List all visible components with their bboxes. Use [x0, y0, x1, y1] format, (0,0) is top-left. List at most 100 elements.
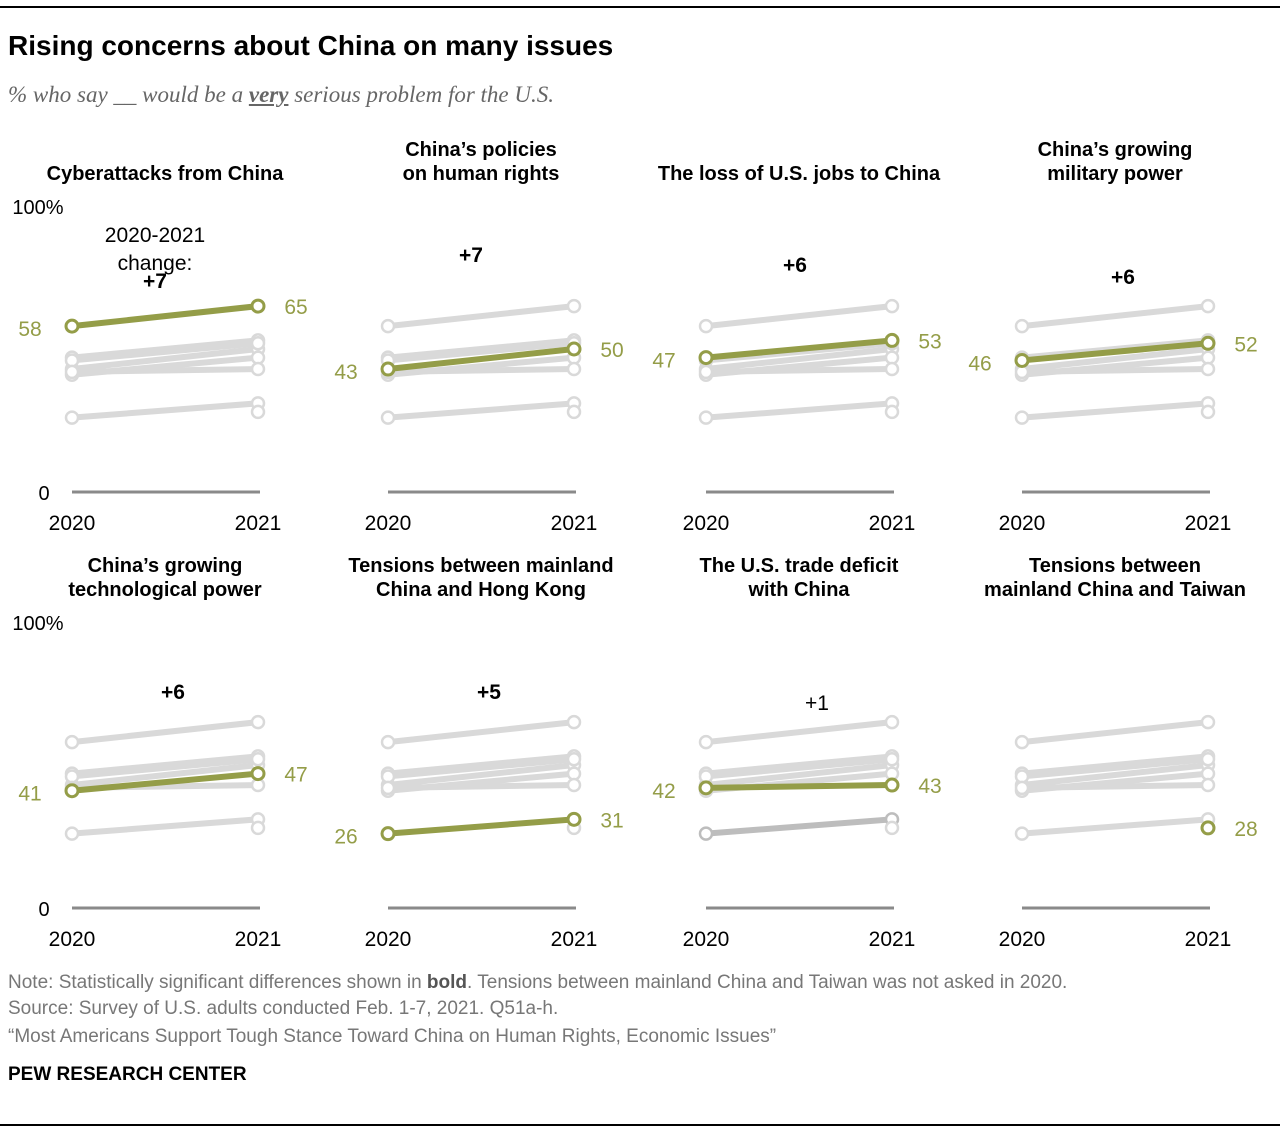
change-label: +6: [161, 681, 185, 704]
highlight-point-2020: [698, 350, 714, 366]
context-point: [64, 410, 80, 425]
data-label-2020: 41: [18, 783, 41, 806]
context-point: [1014, 410, 1030, 425]
x-tick-label: 2020: [49, 512, 96, 535]
context-point: [380, 410, 396, 425]
context-point: [250, 820, 266, 836]
panel-title: mainland China and Taiwan: [984, 579, 1246, 601]
data-label-2020: 42: [652, 780, 675, 803]
x-tick-label: 2021: [869, 512, 916, 535]
context-line: [387, 762, 575, 789]
context-point: [250, 336, 266, 351]
highlight-point-2021: [1200, 820, 1216, 836]
x-tick-label: 2021: [869, 928, 916, 951]
x-tick-label: 2020: [683, 928, 730, 951]
context-line: [1021, 756, 1209, 780]
panel-title: The U.S. trade deficit: [700, 555, 899, 577]
context-point: [1200, 752, 1216, 767]
context-point: [566, 752, 582, 767]
context-point: [1014, 734, 1030, 750]
context-point: [698, 734, 714, 750]
context-point: [1014, 826, 1030, 841]
data-label-2020: 47: [652, 350, 675, 373]
context-line: [71, 340, 259, 364]
highlight-point-2020: [64, 783, 80, 799]
context-line: [1021, 782, 1209, 791]
context-point: [566, 404, 582, 420]
context-line: [387, 719, 575, 746]
x-tick-label: 2020: [683, 512, 730, 535]
context-line: [71, 366, 259, 375]
highlight-line: [71, 770, 259, 794]
context-line: [1021, 719, 1209, 746]
subtitle-emphasis: very: [248, 82, 289, 107]
context-point: [64, 734, 80, 750]
data-label-2021: 53: [918, 330, 941, 353]
context-line: [71, 719, 259, 746]
context-line: [71, 762, 259, 789]
x-tick-label: 2021: [551, 928, 598, 951]
context-point: [884, 752, 900, 767]
context-point: [250, 404, 266, 420]
data-label-2021: 47: [284, 764, 307, 787]
x-tick-label: 2021: [551, 512, 598, 535]
x-tick-label: 2020: [365, 928, 412, 951]
highlight-point-2021: [566, 811, 582, 827]
context-point: [64, 826, 80, 841]
context-point: [566, 298, 582, 314]
x-tick-label: 2020: [365, 512, 412, 535]
context-point: [884, 361, 900, 377]
highlight-point-2021: [250, 766, 266, 782]
data-label-2020: 43: [334, 361, 357, 384]
change-label: +7: [459, 244, 483, 267]
x-tick-label: 2021: [1185, 512, 1232, 535]
change-label: +6: [783, 254, 807, 277]
context-point: [380, 734, 396, 750]
subtitle-text: % who say __ would be a: [8, 82, 249, 107]
change-label: +1: [805, 692, 829, 715]
data-label-2021: 28: [1234, 818, 1257, 841]
highlight-point-2021: [250, 298, 266, 314]
x-tick-label: 2021: [235, 512, 282, 535]
y-tick-label-bottom: 0: [38, 483, 49, 505]
context-point: [884, 714, 900, 730]
data-label-2021: 65: [284, 296, 307, 319]
change-label: +6: [1111, 266, 1135, 289]
context-line: [387, 303, 575, 330]
note-bold: bold: [426, 972, 468, 993]
change-label: +5: [477, 681, 501, 704]
x-tick-label: 2021: [1185, 928, 1232, 951]
context-point: [1200, 298, 1216, 314]
panel-title: Tensions between: [1029, 555, 1201, 577]
context-point: [380, 318, 396, 334]
change-label: +7: [143, 270, 167, 293]
context-line: [387, 366, 575, 375]
context-point: [250, 361, 266, 377]
data-label-2020: 46: [968, 352, 991, 375]
context-line: [71, 756, 259, 780]
highlight-line: [1021, 340, 1209, 364]
highlight-point-2020: [64, 318, 80, 334]
context-point: [566, 777, 582, 793]
context-line: [387, 400, 575, 421]
highlight-line: [705, 782, 893, 791]
panel-title: Cyberattacks from China: [47, 163, 285, 185]
context-line: [705, 719, 893, 746]
context-point: [884, 298, 900, 314]
context-line: [1021, 762, 1209, 789]
context-line: [387, 782, 575, 791]
highlight-point-2020: [698, 780, 714, 796]
highlight-point-2021: [1200, 335, 1216, 351]
context-line: [71, 400, 259, 421]
highlight-point-2020: [1014, 352, 1030, 368]
panel-title: technological power: [68, 579, 262, 601]
x-tick-label: 2020: [49, 928, 96, 951]
highlight-line: [71, 303, 259, 330]
chart-title: Rising concerns about China on many issu…: [8, 30, 614, 61]
context-point: [1200, 714, 1216, 730]
context-point: [250, 714, 266, 730]
highlight-point-2020: [380, 826, 396, 842]
bottom-rule: [0, 1124, 1280, 1126]
